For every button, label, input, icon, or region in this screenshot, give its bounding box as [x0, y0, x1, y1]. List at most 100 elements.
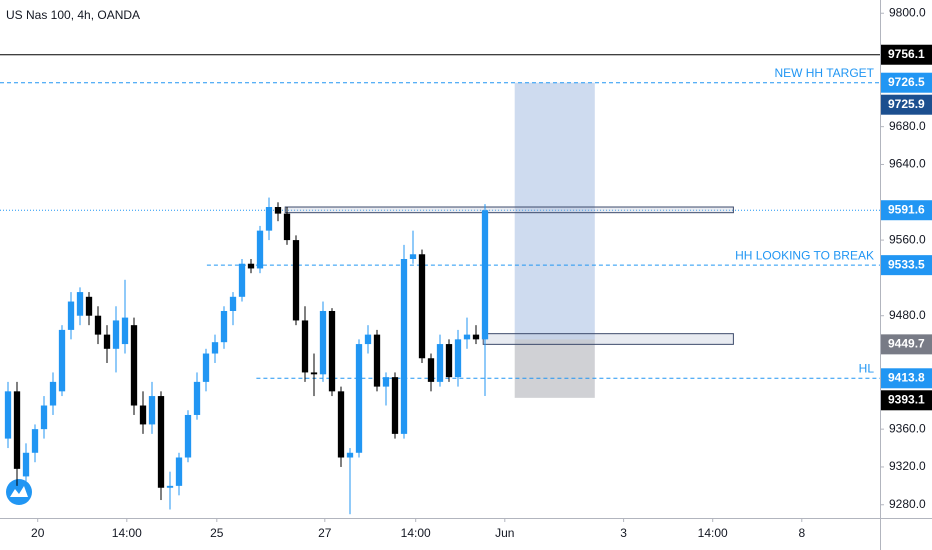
candle-body [76, 292, 84, 316]
candle-body [211, 342, 219, 354]
candle-body [175, 457, 183, 486]
candle-body [355, 344, 363, 453]
candle-body [364, 334, 372, 345]
candle-body [409, 254, 417, 259]
annotation: HL [859, 361, 875, 375]
price-label-box [881, 255, 932, 276]
candle-body [328, 310, 336, 392]
logo-icon[interactable] [10, 486, 28, 497]
y-tick-label: 9680.0 [889, 119, 926, 133]
candle-body [292, 240, 300, 321]
price-label-box [881, 72, 932, 93]
candle-body [319, 310, 327, 375]
candle-body [481, 210, 489, 340]
y-tick-label: 9800.0 [889, 5, 926, 19]
candle-body [265, 207, 273, 231]
y-tick-label: 9560.0 [889, 232, 926, 246]
stop-zone [514, 339, 595, 398]
candle-body [337, 391, 345, 458]
candle-body [121, 317, 129, 345]
price-label-box [881, 94, 932, 115]
annotation: NEW HH TARGET [774, 66, 874, 80]
x-tick-label: 27 [318, 526, 332, 540]
candle-body [373, 334, 381, 387]
candle-body [472, 334, 480, 340]
candle-body [103, 334, 111, 349]
price-label: 9726.5 [888, 75, 925, 89]
candle-body [391, 377, 399, 434]
candle-body [49, 381, 57, 406]
zone [482, 333, 734, 345]
price-label: 9449.7 [888, 337, 925, 351]
candle-body [346, 452, 354, 458]
zone [284, 206, 734, 214]
logo-circle[interactable] [6, 479, 32, 505]
logo[interactable] [6, 479, 32, 505]
price-label: 9756.1 [888, 47, 925, 61]
price-label-box [881, 200, 932, 221]
candle-body [22, 452, 30, 477]
candle-body [445, 344, 453, 378]
price-label-box [881, 44, 932, 65]
candle-body [58, 329, 66, 392]
y-tick-label: 9480.0 [889, 308, 926, 322]
candle-body [427, 358, 435, 382]
price-label: 9591.6 [888, 202, 925, 216]
x-tick-label: 14:00 [401, 526, 431, 540]
candle-body [418, 254, 426, 359]
candle-body [382, 377, 390, 387]
price-label-box [881, 368, 932, 389]
x-tick-label: 25 [210, 526, 224, 540]
candle-body [436, 344, 444, 382]
x-tick-label: Jun [495, 526, 514, 540]
x-tick-label: 8 [798, 526, 805, 540]
chart-title: US Nas 100, 4h, OANDA [6, 8, 140, 22]
price-label: 9533.5 [888, 257, 925, 271]
candle-body [238, 263, 246, 297]
candle-body [310, 372, 318, 375]
candle-body [4, 391, 12, 439]
candle-body [463, 334, 471, 340]
price-label: 9393.1 [888, 392, 925, 406]
candle-body [157, 396, 165, 488]
candle-body [31, 429, 39, 453]
x-tick-label: 3 [620, 526, 627, 540]
y-tick-label: 9640.0 [889, 157, 926, 171]
candle-body [67, 301, 75, 330]
price-label: 9725.9 [888, 97, 925, 111]
price-label: 9413.8 [888, 370, 925, 384]
candle-body [193, 381, 201, 415]
candle-body [139, 405, 147, 425]
candle-body [256, 230, 264, 269]
candle-body [85, 296, 93, 316]
price-label-box [881, 390, 932, 411]
candle-body [202, 353, 210, 382]
y-tick-label: 9360.0 [889, 421, 926, 435]
candle-body [220, 310, 228, 343]
x-tick-label: 14:00 [112, 526, 142, 540]
x-tick-label: 20 [31, 526, 45, 540]
candle-body [229, 296, 237, 311]
candle-body [166, 485, 174, 488]
candle-body [283, 213, 291, 241]
y-tick-label: 9280.0 [889, 497, 926, 511]
candle-body [301, 320, 309, 373]
target-zone [514, 82, 595, 340]
x-tick-label: 14:00 [698, 526, 728, 540]
candle-body [130, 325, 138, 406]
y-tick-label: 9320.0 [889, 459, 926, 473]
candle-body [400, 259, 408, 434]
price-label-box [881, 334, 932, 355]
candle-body [247, 263, 255, 269]
candle-body [148, 396, 156, 425]
candle-body [40, 405, 48, 430]
candle-body [13, 391, 21, 469]
candle-body [274, 207, 282, 214]
candle-body [454, 339, 462, 378]
candle-body [94, 315, 102, 335]
annotation: HH LOOKING TO BREAK [735, 248, 874, 262]
candle-body [112, 320, 120, 349]
